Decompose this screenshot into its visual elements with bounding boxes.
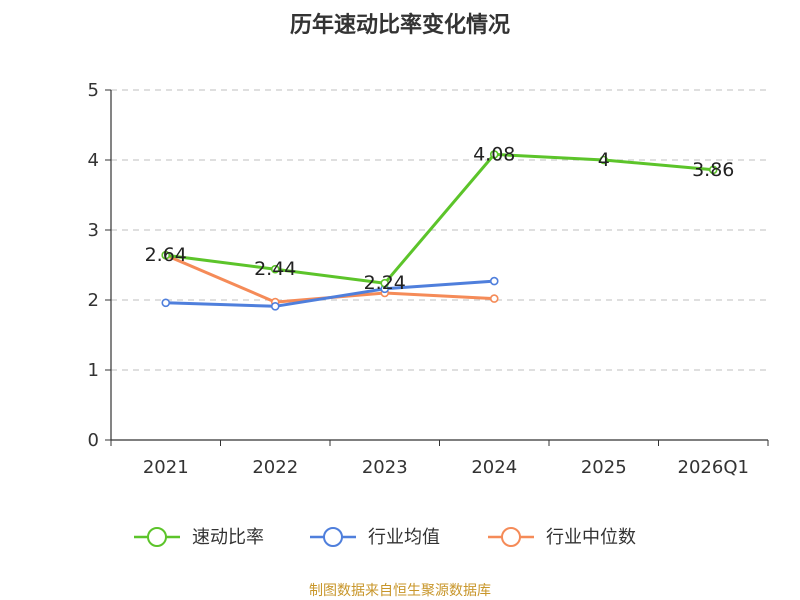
data-point <box>161 298 171 308</box>
y-tick-label: 5 <box>88 80 99 101</box>
source-note: 制图数据来自恒生聚源数据库 <box>309 583 491 599</box>
data-label: 2.44 <box>254 258 296 280</box>
data-label: 2.24 <box>364 272 406 294</box>
legend-item-1[interactable]: 速动比率 <box>134 527 264 548</box>
y-tick-label: 2 <box>88 290 99 311</box>
data-point <box>380 278 390 288</box>
x-tick-label: 2022 <box>252 457 298 478</box>
legend-item-2[interactable]: 行业均值 <box>310 527 440 548</box>
series-2 <box>161 276 499 311</box>
x-tick-label: 2024 <box>471 457 517 478</box>
series-layer <box>161 150 718 311</box>
legend-item-3[interactable]: 行业中位数 <box>488 527 636 548</box>
data-point <box>270 301 280 311</box>
series-line <box>164 152 715 285</box>
data-label: 3.86 <box>692 159 734 181</box>
legend-marker-icon <box>147 527 167 547</box>
series-line <box>164 279 496 308</box>
data-label: 4 <box>598 149 610 171</box>
data-point <box>270 264 280 274</box>
x-tick-label: 2025 <box>581 457 627 478</box>
legend-label: 行业均值 <box>368 527 440 548</box>
x-tick-label: 2023 <box>362 457 408 478</box>
x-tick-label: 2021 <box>143 457 189 478</box>
legend[interactable]: 速动比率 行业均值 行业中位数 <box>134 527 636 548</box>
legend-marker-icon <box>501 527 521 547</box>
data-label: 4.08 <box>473 143 515 165</box>
legend-marker-icon <box>323 527 343 547</box>
data-label-layer: 2.64 2.44 2.24 4.08 4 3.86 <box>145 143 735 294</box>
data-point <box>489 294 499 303</box>
legend-label: 速动比率 <box>192 527 264 548</box>
legend-label: 行业中位数 <box>546 527 636 548</box>
data-label: 2.64 <box>145 244 187 266</box>
axis-layer: 0 1 2 3 4 5 2021 2022 2023 2024 2025 2026Q1 <box>88 80 769 478</box>
y-tick-label: 1 <box>88 360 99 381</box>
data-point <box>489 276 499 286</box>
y-tick-label: 0 <box>88 430 99 451</box>
data-point <box>161 250 171 260</box>
chart-title: 历年速动比率变化情况 <box>290 12 510 38</box>
data-point <box>599 155 609 165</box>
series-1 <box>161 150 718 288</box>
grid-layer <box>111 89 768 371</box>
y-tick-label: 4 <box>88 150 99 171</box>
data-point <box>489 150 499 159</box>
y-tick-label: 3 <box>88 220 99 241</box>
data-point <box>708 165 718 175</box>
x-tick-label: 2026Q1 <box>678 457 749 478</box>
